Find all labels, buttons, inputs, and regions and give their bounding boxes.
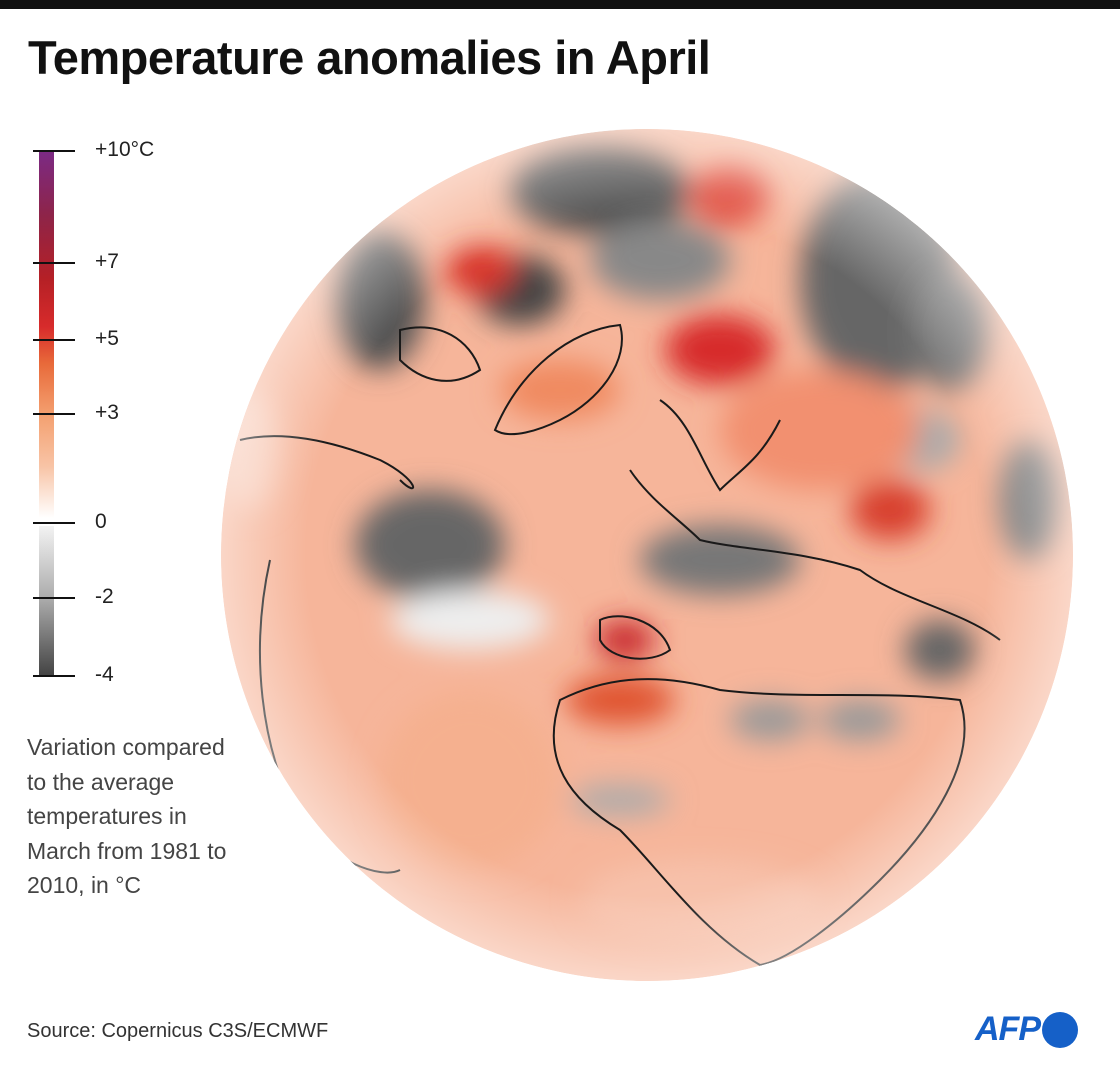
legend-tick xyxy=(33,675,75,677)
legend-label: +7 xyxy=(95,250,119,273)
legend-label: +3 xyxy=(95,401,119,424)
legend-label: +10°C xyxy=(95,138,155,161)
afp-logo: AFP xyxy=(975,1010,1078,1049)
legend-label: 0 xyxy=(95,510,107,533)
legend-tick xyxy=(33,413,75,415)
legend-tick xyxy=(33,522,75,524)
legend-label: -2 xyxy=(95,585,114,608)
legend-tick xyxy=(33,262,75,264)
color-scale-bar xyxy=(39,150,54,675)
negative-scale xyxy=(39,526,54,675)
legend-label: -4 xyxy=(95,663,114,686)
legend-tick xyxy=(33,150,75,152)
afp-logo-text: AFP xyxy=(975,1010,1041,1048)
globe-limb-shading xyxy=(221,129,1073,981)
legend-tick xyxy=(33,597,75,599)
source-credit: Source: Copernicus C3S/ECMWF xyxy=(27,1020,329,1042)
legend-label: +5 xyxy=(95,327,119,350)
afp-logo-dot xyxy=(1042,1011,1078,1048)
legend-tick xyxy=(33,339,75,341)
top-bar xyxy=(0,0,1120,9)
legend-caption: Variation compared to the average temper… xyxy=(27,734,227,898)
positive-scale xyxy=(39,150,54,518)
page-title: Temperature anomalies in April xyxy=(28,31,711,84)
